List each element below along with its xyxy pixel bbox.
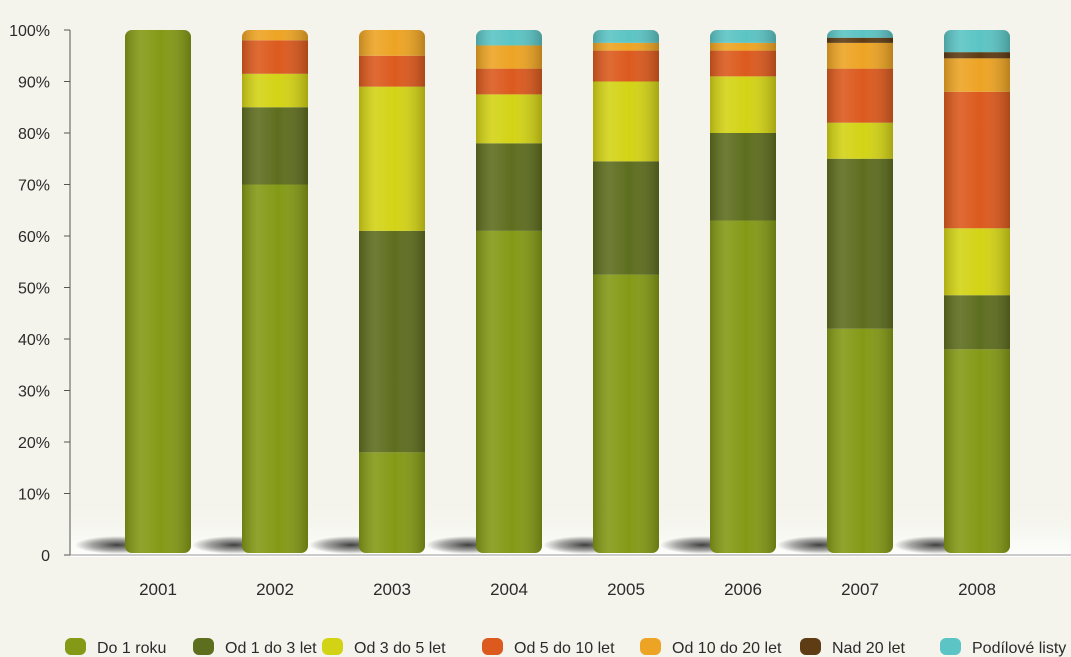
- legend-swatch: [65, 638, 86, 655]
- y-tick-label: 0: [41, 548, 50, 565]
- bar-highlight: [710, 30, 776, 553]
- y-tick-label: 60%: [18, 229, 50, 246]
- bar-stack-2002: [192, 30, 308, 554]
- x-axis-labels: 2001 2002 2003 2004 2005 2006 2007 2008: [139, 580, 996, 599]
- y-tick-label: 100%: [9, 23, 50, 40]
- bar-highlight: [125, 30, 191, 553]
- legend-label: Nad 20 let: [832, 640, 905, 657]
- x-tick-label: 2006: [724, 580, 762, 599]
- bar-stack-2003: [309, 30, 425, 554]
- legend-swatch: [940, 638, 961, 655]
- legend-swatch: [640, 638, 661, 655]
- legend-swatch: [193, 638, 214, 655]
- bar-stack-2004: [426, 30, 542, 554]
- legend-swatch: [800, 638, 821, 655]
- legend-label: Od 5 do 10 let: [514, 640, 615, 657]
- x-tick-label: 2003: [373, 580, 411, 599]
- y-tick-label: 90%: [18, 75, 50, 92]
- x-tick-label: 2004: [490, 580, 528, 599]
- y-tick-label: 80%: [18, 126, 50, 143]
- bar-highlight: [593, 30, 659, 553]
- x-tick-label: 2007: [841, 580, 879, 599]
- legend-item-od-5-do-10-let: Od 5 do 10 let: [482, 638, 615, 657]
- bar-stack-2008: [894, 30, 1010, 554]
- legend: Do 1 roku Od 1 do 3 let Od 3 do 5 let Od 5 …: [65, 638, 1066, 657]
- y-axis: 0 10% 20% 30% 40% 50% 60% 70% 80% 90% 100%: [9, 23, 1071, 565]
- bar-highlight: [944, 30, 1010, 553]
- bar-highlight: [359, 30, 425, 553]
- bar-highlight: [827, 30, 893, 553]
- legend-item-nad-20-let: Nad 20 let: [800, 638, 905, 657]
- bar-highlight: [476, 30, 542, 553]
- bar-stack-2005: [543, 30, 659, 554]
- bar-highlight: [242, 30, 308, 553]
- y-tick-label: 40%: [18, 332, 50, 349]
- legend-item-od-10-do-20-let: Od 10 do 20 let: [640, 638, 782, 657]
- legend-item-podilove-listy: Podílové listy: [940, 638, 1066, 657]
- legend-item-od-1-do-3-let: Od 1 do 3 let: [193, 638, 317, 657]
- legend-label: Od 3 do 5 let: [354, 640, 446, 657]
- legend-label: Do 1 roku: [97, 640, 166, 657]
- legend-item-do-1-roku: Do 1 roku: [65, 638, 166, 657]
- legend-swatch: [482, 638, 503, 655]
- x-tick-label: 2001: [139, 580, 177, 599]
- y-tick-label: 30%: [18, 384, 50, 401]
- x-tick-label: 2002: [256, 580, 294, 599]
- x-tick-label: 2008: [958, 580, 996, 599]
- y-tick-label: 50%: [18, 281, 50, 298]
- bar-stack-2001: [75, 30, 191, 554]
- legend-swatch: [322, 638, 343, 655]
- y-tick-label: 20%: [18, 435, 50, 452]
- y-tick-label: 10%: [18, 487, 50, 504]
- bar-stack-2007: [777, 30, 893, 554]
- legend-item-od-3-do-5-let: Od 3 do 5 let: [322, 638, 446, 657]
- x-tick-label: 2005: [607, 580, 645, 599]
- bar-stack-2006: [660, 30, 776, 554]
- legend-label: Od 10 do 20 let: [672, 640, 782, 657]
- legend-label: Podílové listy: [972, 640, 1066, 657]
- bars: [75, 30, 1010, 554]
- legend-label: Od 1 do 3 let: [225, 640, 317, 657]
- y-tick-label: 70%: [18, 178, 50, 195]
